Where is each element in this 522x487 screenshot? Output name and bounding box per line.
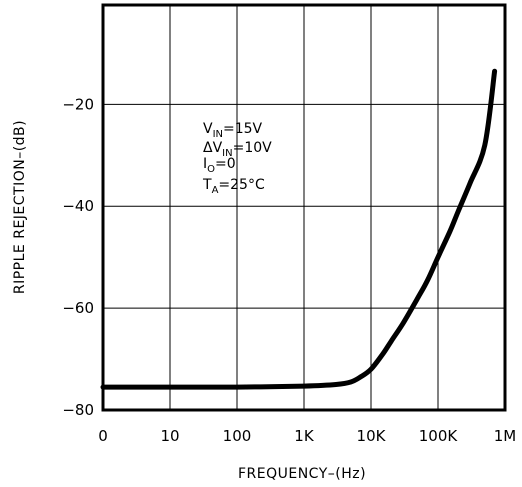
y-tick-label: −20	[62, 95, 94, 113]
x-axis-label: FREQUENCY–(Hz)	[238, 466, 366, 482]
x-tick-labels: 0 10 100 1K 10K 100K 1M	[98, 427, 516, 445]
x-tick-label: 10	[160, 427, 179, 445]
x-tick-label: 10K	[357, 427, 387, 445]
condition-line: IO=0	[203, 156, 236, 175]
plot-frame	[101, 3, 507, 412]
ripple-rejection-curve	[100, 68, 498, 390]
condition-line: TA=25°C	[202, 177, 265, 196]
x-tick-label: 1M	[494, 427, 517, 445]
grid	[103, 5, 505, 410]
y-tick-label: −60	[62, 299, 94, 317]
condition-line: ΔVIN=10V	[203, 140, 272, 159]
x-tick-label: 0	[98, 427, 108, 445]
y-tick-label: −80	[62, 401, 94, 419]
y-axis-label: RIPPLE REJECTION–(dB)	[12, 120, 28, 294]
condition-line: VIN=15V	[203, 121, 263, 140]
y-tick-labels: −20 −40 −60 −80	[62, 95, 94, 419]
data-series	[100, 68, 498, 390]
y-tick-label: −40	[62, 197, 94, 215]
x-tick-label: 100	[223, 427, 252, 445]
x-tick-label: 100K	[419, 427, 459, 445]
x-tick-label: 1K	[294, 427, 315, 445]
